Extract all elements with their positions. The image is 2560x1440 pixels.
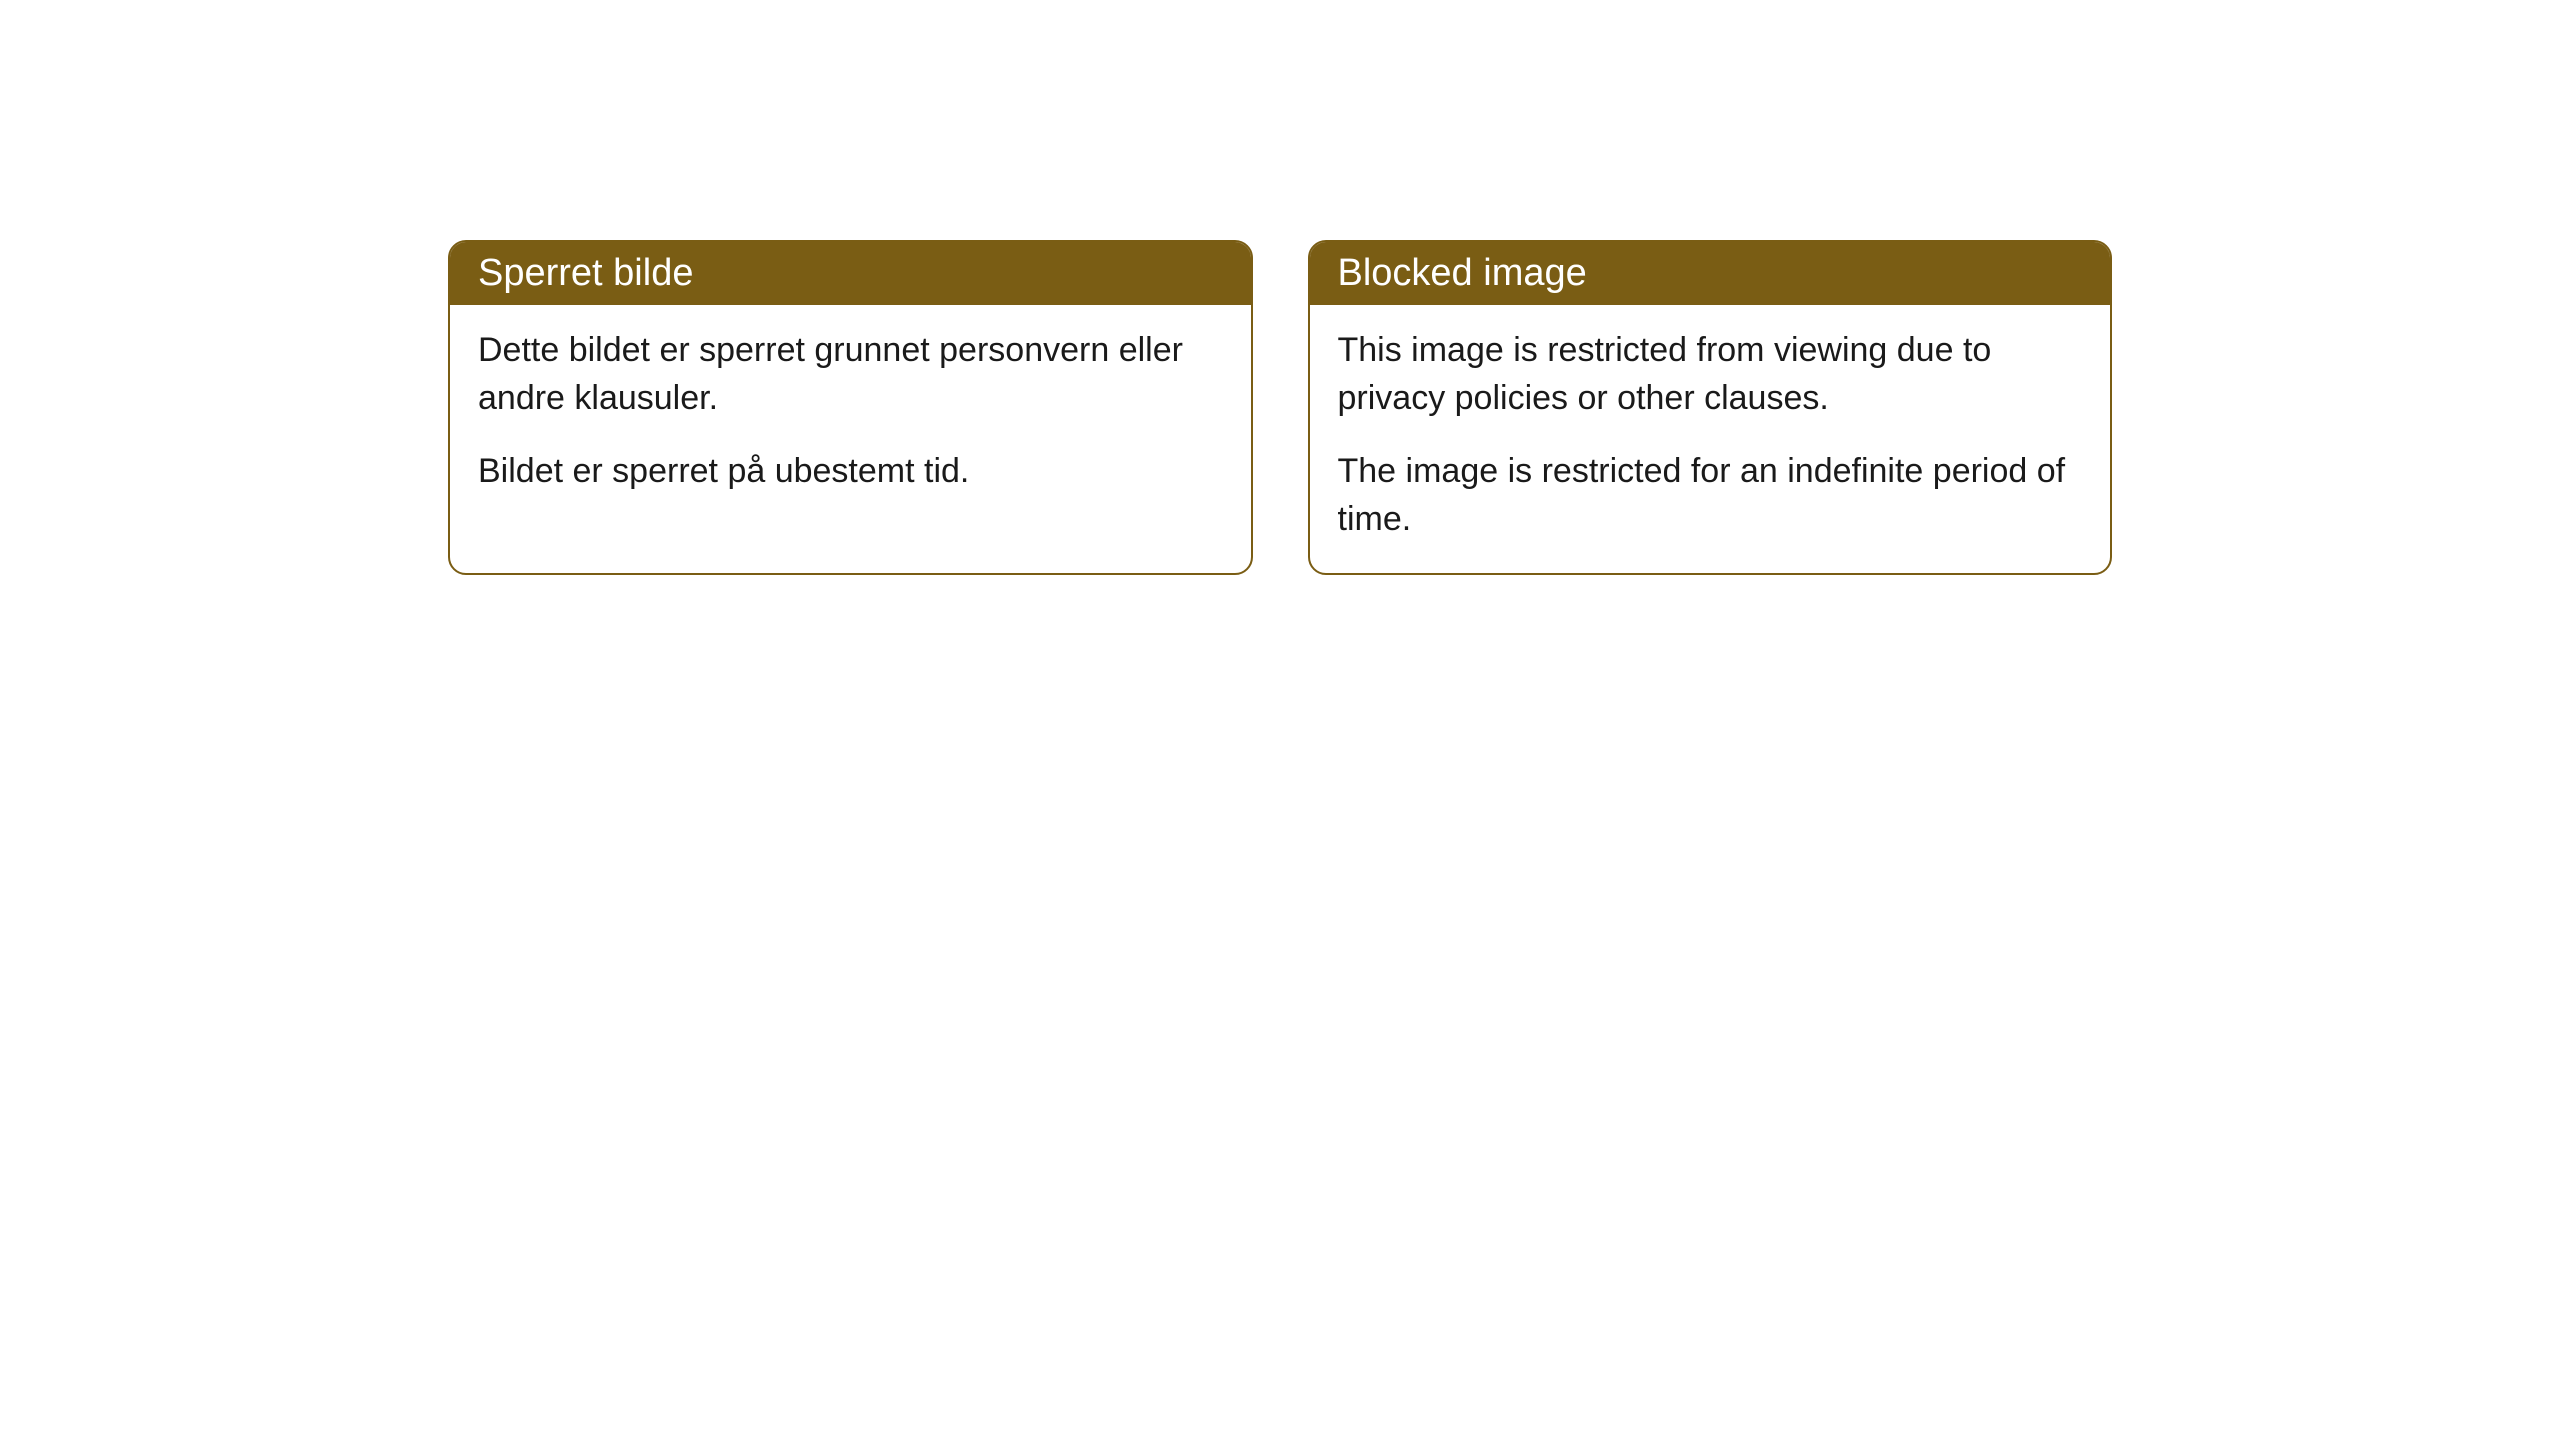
notice-card-norwegian: Sperret bilde Dette bildet er sperret gr… <box>448 240 1253 575</box>
card-paragraph: Bildet er sperret på ubestemt tid. <box>478 448 1223 496</box>
card-title: Sperret bilde <box>478 252 693 294</box>
card-paragraph: Dette bildet er sperret grunnet personve… <box>478 327 1223 422</box>
card-header: Blocked image <box>1310 242 2111 305</box>
card-body: This image is restricted from viewing du… <box>1310 305 2111 573</box>
card-body: Dette bildet er sperret grunnet personve… <box>450 305 1251 526</box>
card-title: Blocked image <box>1338 252 1587 294</box>
notice-cards-container: Sperret bilde Dette bildet er sperret gr… <box>448 240 2112 575</box>
card-header: Sperret bilde <box>450 242 1251 305</box>
card-paragraph: The image is restricted for an indefinit… <box>1338 448 2083 543</box>
card-paragraph: This image is restricted from viewing du… <box>1338 327 2083 422</box>
notice-card-english: Blocked image This image is restricted f… <box>1308 240 2113 575</box>
